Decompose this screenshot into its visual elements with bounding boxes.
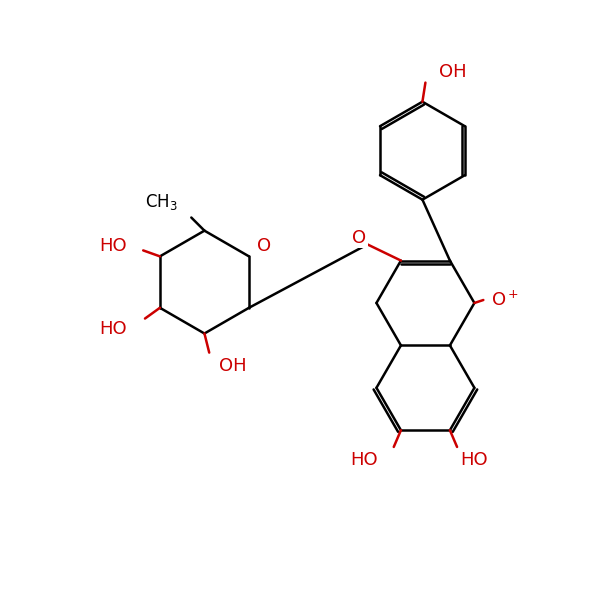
Text: HO: HO [100,320,127,338]
Text: HO: HO [350,451,378,469]
Text: HO: HO [100,236,127,254]
Text: O: O [352,229,366,247]
Text: OH: OH [439,63,467,81]
Text: HO: HO [461,451,488,469]
Text: OH: OH [220,358,247,376]
Text: CH$_3$: CH$_3$ [145,192,178,212]
Text: O$^+$: O$^+$ [491,290,520,310]
Text: O: O [257,236,271,254]
